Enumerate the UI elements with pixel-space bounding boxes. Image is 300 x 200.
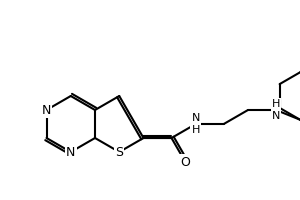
Text: O: O (181, 156, 190, 169)
Text: H
N: H N (272, 99, 280, 121)
Text: N
H: N H (192, 113, 200, 135)
Text: N: N (66, 146, 75, 158)
Text: S: S (115, 146, 123, 158)
Text: N: N (42, 104, 51, 116)
